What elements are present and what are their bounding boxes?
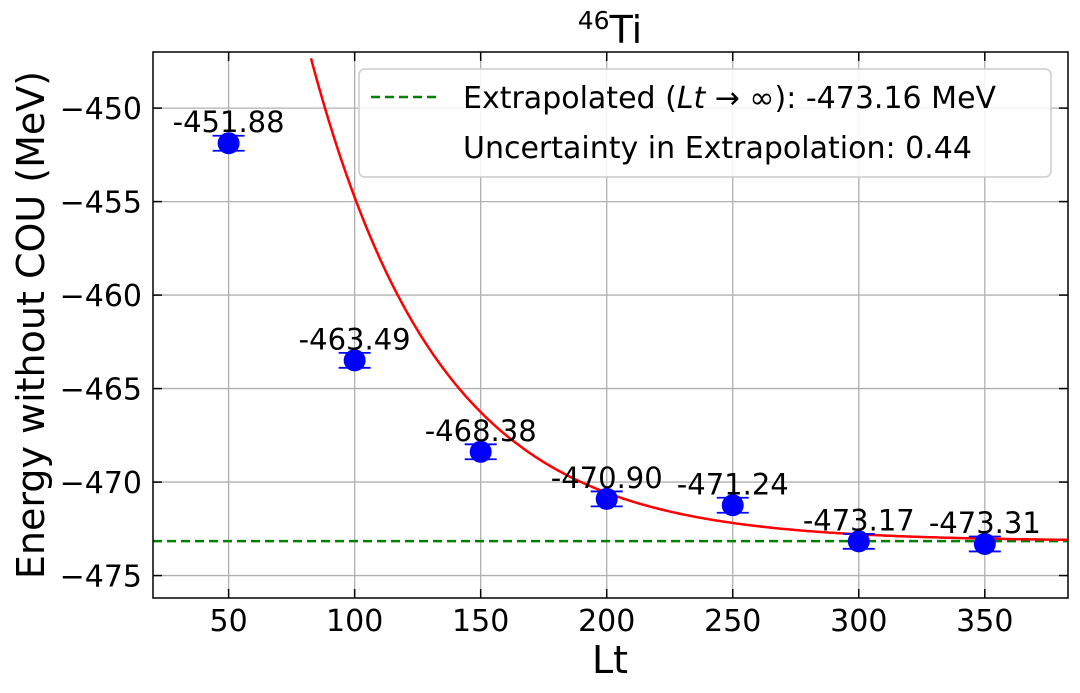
data-label: -468.38	[425, 414, 537, 448]
y-tick-labels: −450 −455 −460 −465 −470 −475	[60, 92, 142, 594]
legend: Extrapolated (Lt → ∞): -473.16 MeV Uncer…	[358, 68, 1052, 178]
data-labels: -451.88 -463.49 -468.38 -470.90 -471.24 -473.…	[173, 105, 1041, 540]
data-label: -463.49	[299, 322, 411, 356]
data-point	[469, 440, 492, 463]
y-tick-label: −475	[60, 560, 142, 595]
x-axis-label: Lt	[592, 638, 628, 682]
ticks	[153, 52, 1068, 598]
x-tick-label: 50	[210, 604, 248, 639]
fit-curve	[309, 57, 1067, 542]
legend-entry-uncertainty: Uncertainty in Extrapolation: 0.44	[463, 131, 972, 166]
title-main: Ti	[609, 8, 643, 52]
y-tick-label: −465	[60, 373, 142, 408]
data-label: -470.90	[551, 461, 663, 495]
data-point	[721, 494, 744, 517]
axes-frame	[152, 51, 1069, 599]
y-tick-label: −450	[60, 92, 142, 127]
chart-title: 46Ti	[578, 6, 642, 52]
data-points	[217, 132, 996, 555]
legend-box	[358, 68, 1052, 178]
data-point	[217, 132, 240, 155]
data-point	[973, 532, 996, 555]
x-tick-label: 100	[326, 604, 383, 639]
data-label: -473.31	[929, 506, 1041, 540]
x-tick-labels: 50 100 150 200 250 300 350	[210, 604, 1014, 639]
x-tick-label: 300	[830, 604, 887, 639]
x-tick-label: 200	[578, 604, 635, 639]
data-point	[595, 487, 618, 510]
y-tick-label: −455	[60, 186, 142, 221]
data-label: -473.17	[803, 503, 915, 537]
title-superscript: 46	[578, 6, 610, 35]
data-point	[847, 530, 870, 553]
legend-entry-extrapolated: Extrapolated (Lt → ∞): -473.16 MeV	[463, 81, 997, 116]
data-label: -471.24	[677, 467, 789, 501]
x-tick-label: 250	[704, 604, 761, 639]
y-axis-label: Energy without COU (MeV)	[9, 71, 53, 579]
data-point	[343, 349, 366, 372]
data-label: -451.88	[173, 105, 285, 139]
x-tick-label: 150	[452, 604, 509, 639]
x-tick-label: 350	[956, 604, 1013, 639]
y-tick-label: −470	[60, 466, 142, 501]
y-tick-label: −460	[60, 279, 142, 314]
